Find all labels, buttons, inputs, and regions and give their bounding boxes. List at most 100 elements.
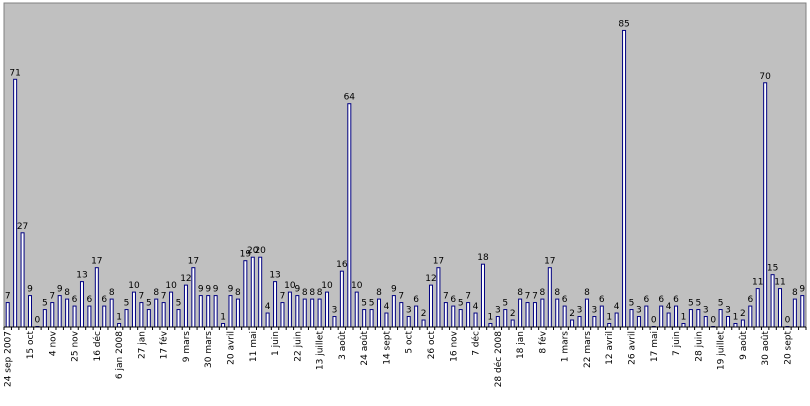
x-tick-label: 27 jan	[137, 331, 147, 359]
bar	[27, 295, 32, 328]
data-label: 8	[317, 288, 323, 298]
bar	[94, 267, 99, 328]
data-label: 5	[361, 299, 367, 309]
data-label: 64	[344, 93, 356, 103]
bar	[740, 319, 745, 328]
bar	[599, 305, 604, 328]
data-label: 10	[351, 281, 363, 291]
x-axis-tick-labels: 24 sep 2007 15 oct 4 nov 25 nov 16 déc 6 jan …	[4, 330, 794, 387]
bar	[287, 291, 292, 328]
data-label: 5	[718, 299, 724, 309]
bar	[451, 305, 456, 328]
x-tick-label: 5 oct	[405, 331, 415, 354]
bar	[20, 232, 25, 328]
data-label: 3	[332, 306, 338, 316]
data-label: 70	[759, 72, 771, 82]
bar	[622, 29, 627, 328]
x-tick-label: 20 avril	[226, 331, 236, 365]
x-tick-label: 30 mars	[204, 331, 214, 368]
x-tick-label: 22 mars	[583, 331, 593, 368]
data-label: 6	[599, 295, 605, 305]
bar	[792, 298, 797, 328]
bar	[525, 302, 530, 328]
data-label: 1	[681, 313, 687, 323]
data-label: 16	[336, 260, 348, 270]
bar	[176, 309, 181, 328]
bar	[332, 316, 337, 328]
bar	[703, 316, 708, 328]
data-label: 8	[376, 288, 382, 298]
x-tick-label: 14 sept	[382, 331, 392, 365]
data-label: 7	[139, 292, 145, 302]
data-label: 0	[710, 316, 716, 326]
bar	[414, 305, 419, 328]
bar	[235, 298, 240, 328]
data-label: 7	[398, 292, 404, 302]
data-label: 9	[27, 285, 33, 295]
data-label: 5	[502, 299, 508, 309]
x-tick-label: 4 nov	[48, 330, 58, 356]
bar	[726, 316, 731, 328]
bar	[302, 298, 307, 328]
data-label: 6	[673, 295, 679, 305]
x-tick-label: 19 juillet	[717, 331, 727, 371]
data-label: 10	[321, 281, 333, 291]
data-label: 5	[629, 299, 635, 309]
bar	[295, 295, 300, 328]
data-label: 5	[688, 299, 694, 309]
data-label: 1	[488, 313, 494, 323]
x-tick-label: 11 mai	[249, 331, 259, 362]
bar	[636, 316, 641, 328]
data-label: 5	[695, 299, 701, 309]
bar	[570, 319, 575, 328]
bar	[443, 302, 448, 328]
bar	[480, 263, 485, 328]
data-label: 9	[205, 285, 211, 295]
data-label: 1	[606, 313, 612, 323]
data-label: 6	[413, 295, 419, 305]
data-label: 13	[269, 271, 280, 281]
bar	[57, 295, 62, 328]
data-label: 8	[235, 288, 241, 298]
data-label: 2	[421, 309, 427, 319]
data-label: 85	[618, 19, 629, 29]
x-tick-label: 26 avril	[627, 331, 637, 365]
data-label: 7	[532, 292, 538, 302]
data-label: 10	[165, 281, 177, 291]
bar	[102, 305, 107, 328]
data-label: 4	[384, 302, 390, 312]
bar	[139, 302, 144, 328]
x-tick-label: 12 avril	[605, 331, 615, 365]
bar	[629, 309, 634, 328]
bar	[117, 323, 122, 328]
plot-area	[3, 2, 807, 328]
data-label: 0	[785, 316, 791, 326]
bar	[339, 270, 344, 328]
data-label: 3	[577, 306, 583, 316]
bar	[391, 295, 396, 328]
bar	[213, 295, 218, 328]
x-tick-label: 1 mars	[561, 331, 571, 363]
data-label: 11	[774, 278, 785, 288]
bar	[13, 78, 18, 328]
bar	[280, 302, 285, 328]
bar	[161, 302, 166, 328]
bar	[325, 291, 330, 328]
x-tick-label: 7 déc	[471, 331, 482, 356]
bar	[614, 312, 619, 328]
bar	[577, 316, 582, 328]
x-tick-label: 30 août	[761, 331, 771, 366]
data-label: 19	[240, 250, 252, 260]
bar	[347, 103, 352, 328]
bar	[547, 267, 552, 328]
data-label: 20	[254, 246, 266, 256]
bar	[696, 309, 701, 328]
data-label: 9	[228, 285, 234, 295]
bar	[748, 305, 753, 328]
bar	[65, 298, 70, 328]
data-label: 6	[562, 295, 568, 305]
bar	[206, 295, 211, 328]
data-label: 3	[406, 306, 412, 316]
